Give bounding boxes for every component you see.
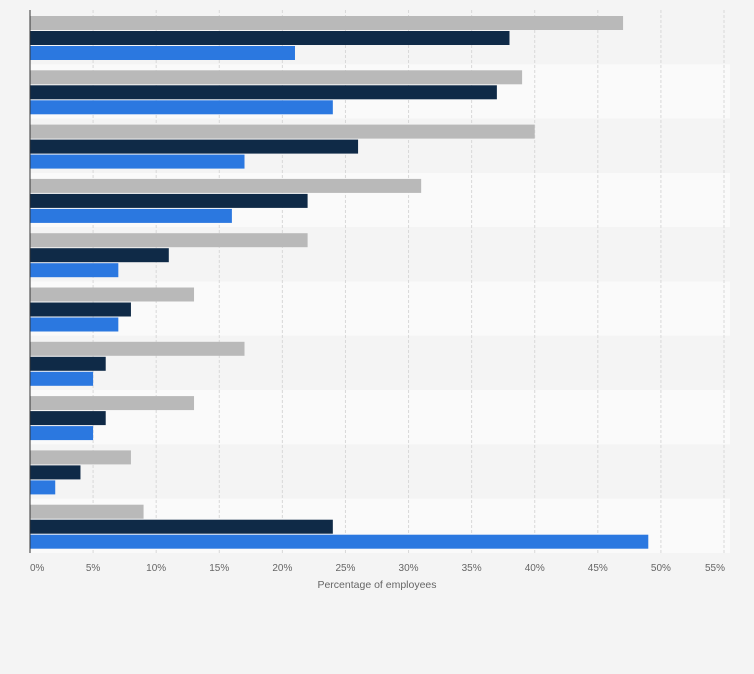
bar-group4-series1 [30,178,422,193]
bar-group4-series3 [30,208,232,223]
bar-group9-series2 [30,465,81,480]
x-tick-label-30: 30% [399,563,419,574]
x-tick-label-55: 55% [705,563,725,574]
x-tick-label-20: 20% [272,563,292,574]
bars [30,16,649,549]
x-tick-label-40: 40% [525,563,545,574]
bar-group8-series1 [30,396,195,411]
bar-group8-series2 [30,411,106,426]
bar-group6-series2 [30,302,131,317]
bar-group3-series2 [30,139,359,154]
bar-group2-series1 [30,70,523,85]
bar-group5-series2 [30,248,169,263]
x-tick-label-10: 10% [146,563,166,574]
bar-group4-series2 [30,193,308,208]
bar-group3-series1 [30,124,535,139]
bar-group10-series2 [30,519,333,534]
x-tick-label-35: 35% [462,563,482,574]
row-band-9 [30,444,730,499]
x-axis-title: Percentage of employees [317,579,436,591]
bar-group5-series1 [30,233,308,248]
bar-group9-series1 [30,450,131,465]
bar-group1-series3 [30,46,295,60]
x-tick-label-15: 15% [209,563,229,574]
bar-group6-series1 [30,287,195,302]
bar-group5-series3 [30,263,119,278]
x-tick-label-0: 0% [30,563,45,574]
bar-group2-series2 [30,85,497,100]
bar-group6-series3 [30,317,119,332]
bar-group1-series2 [30,31,510,45]
x-axis-ticks: 0% 5% 10% 15% 20% 25% 30% 35% 40% 45% 50% 55% [30,563,725,574]
bar-group10-series3 [30,534,649,549]
bar-group8-series3 [30,426,94,441]
bar-group10-series1 [30,504,144,519]
bar-group7-series1 [30,341,245,356]
x-tick-label-45: 45% [588,563,608,574]
x-tick-label-5: 5% [86,563,101,574]
bar-group1-series1 [30,16,624,30]
bar-group3-series3 [30,154,245,169]
bar-group9-series3 [30,480,56,495]
bar-group7-series3 [30,371,94,386]
bar-group7-series2 [30,356,106,371]
x-tick-label-50: 50% [651,563,671,574]
x-tick-label-25: 25% [335,563,355,574]
bar-group2-series3 [30,100,333,115]
